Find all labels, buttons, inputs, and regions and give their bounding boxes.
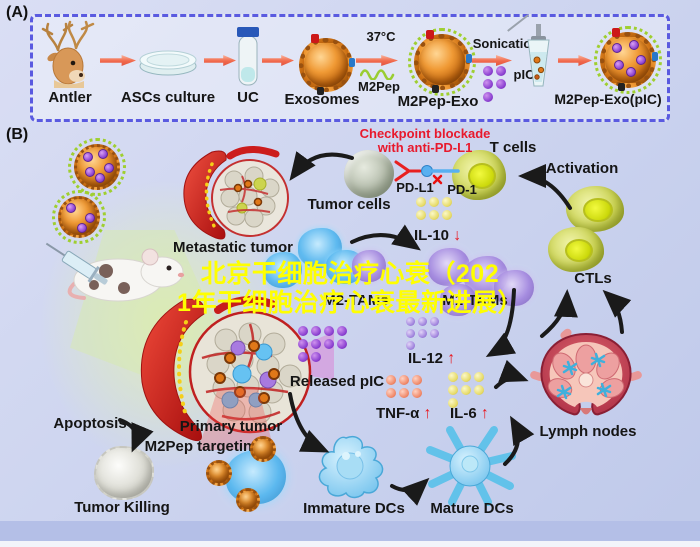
il6-cytokine-dots (448, 372, 490, 408)
sonication-tube-icon (527, 24, 550, 87)
m2-tams-label: M2-TAMs (323, 292, 389, 309)
primary-tumor-label: Primary tumor (179, 418, 283, 435)
panel-b-label: (B) (6, 126, 29, 143)
step-label-ascs: ASCs culture (120, 89, 216, 106)
il6-label: IL-6 ↑ (450, 405, 489, 422)
mature-dc-illustration (426, 426, 516, 506)
syringe-icon (45, 242, 108, 285)
il10-cytokine-dots (416, 197, 458, 220)
red-arrow (100, 55, 136, 66)
immature-dc-illustration (318, 436, 384, 499)
centrifuge-tube-icon (237, 27, 259, 86)
sonication-label: Sonication (472, 36, 540, 51)
checkpoint-blockade-label-line1: Checkpoint blockade (359, 126, 491, 141)
t-cells-label: T cells (489, 139, 537, 156)
bottom-white-strip (0, 541, 700, 547)
tumor-killing-label: Tumor Killing (74, 499, 170, 516)
il10-label: IL-10 ↓ (414, 227, 462, 244)
deer-icon (41, 20, 95, 88)
bottom-shade-band (0, 521, 700, 541)
tumor-cell-illustration (344, 150, 394, 198)
targeting-exosome (250, 436, 276, 462)
released-pic-dots (298, 326, 350, 362)
red-arrow (262, 55, 294, 66)
il12-label: IL-12 ↑ (408, 350, 456, 367)
primary-tumor-illustration (140, 296, 334, 450)
m1-tam-cell (440, 284, 476, 316)
temperature-label: 37°C (366, 29, 396, 44)
m1-tam-cell (428, 248, 470, 286)
ctls-label: CTLs (574, 270, 612, 287)
arrow-lymph-to-ctls-right (602, 289, 632, 334)
arrow-immature-to-mature-dcs (390, 477, 430, 506)
watermark-text: 北京干细胞治疗心衰（202 1年干细胞治疗心衰最新进展） (170, 260, 530, 318)
red-arrow (472, 55, 512, 66)
injected-exosome-particle (52, 190, 106, 244)
arrow-dcs-to-lymph-nodes (494, 359, 529, 389)
m2-tam-cell (264, 252, 302, 288)
red-arrow (558, 55, 592, 66)
pd-l1-label: PD-L1 (396, 180, 434, 195)
m2pep-exo-icon (408, 28, 476, 96)
pic-label: pIC (513, 67, 535, 82)
m1-tam-cell (352, 250, 386, 282)
immature-dcs-label: Immature DCs (303, 500, 405, 517)
down-arrow-icon: ↓ (453, 227, 462, 244)
injected-exosome-particle (68, 138, 126, 196)
pd-1-label: PD-1 (447, 182, 477, 197)
m2pep-label: M2Pep (358, 79, 400, 94)
mature-dcs-label: Mature DCs (430, 500, 514, 517)
ctl-cell-illustration (566, 186, 624, 232)
checkpoint-blockade-label-line2: with anti-PD-L1 (377, 140, 473, 155)
m2pep-squiggle-icon (360, 69, 395, 80)
petri-dish-icon (139, 50, 197, 76)
membrane-protein (466, 54, 472, 63)
arrow-activation (518, 164, 572, 210)
watermark-line1: 北京干细胞治疗心衰（202 (200, 260, 500, 288)
m2pep-exo-pic-icon (594, 26, 662, 94)
up-arrow-icon: ↑ (447, 350, 456, 367)
membrane-protein (426, 30, 434, 39)
pic-dots (483, 66, 507, 102)
activation-label: Activation (545, 160, 619, 177)
targeting-exosome (206, 460, 232, 486)
red-arrow (204, 55, 236, 66)
step-label-exosomes: Exosomes (284, 91, 360, 108)
step-label-uc: UC (237, 89, 259, 106)
t-cell-illustration (452, 150, 506, 200)
membrane-protein (311, 34, 319, 43)
lymph-nodes-label: Lymph nodes (539, 423, 637, 440)
watermark-line2: 1年干细胞治疗心衰最新进展） (177, 289, 523, 317)
up-arrow-icon: ↑ (423, 405, 432, 422)
tnf-label: TNF-α ↑ (376, 405, 432, 422)
step-label-m2pep-exo: M2Pep-Exo (397, 93, 479, 110)
arrow-m2-to-m1-tams (350, 224, 421, 251)
exosome-icon (299, 34, 355, 95)
dead-tumor-cell-illustration (94, 446, 154, 500)
antibody-icon (394, 160, 460, 185)
metastatic-tumor-label: Metastatic tumor (172, 239, 294, 256)
apoptosis-label: Apoptosis (53, 415, 127, 432)
lymph-node-illustration (530, 328, 642, 416)
membrane-protein (317, 87, 324, 95)
step-label-m2pep-exo-pic: M2Pep-Exo(pIC) (554, 91, 662, 107)
tnf-cytokine-dots (386, 375, 430, 398)
released-pic-label: Released pIC (289, 373, 385, 390)
targeting-exosome (236, 488, 260, 512)
up-arrow-icon: ↑ (480, 405, 489, 422)
tumor-cells-label: Tumor cells (307, 196, 391, 213)
membrane-protein (349, 58, 355, 67)
panel-a-label: (A) (6, 4, 29, 21)
red-arrow (356, 55, 398, 66)
ctl-cell-illustration (548, 227, 604, 272)
membrane-protein (432, 85, 439, 93)
step-label-antler: Antler (48, 89, 92, 106)
m2pep-targeting-label: M2Pep targeting (144, 438, 262, 455)
metastatic-tumor-illustration (183, 146, 289, 240)
il12-cytokine-dots (406, 317, 448, 350)
